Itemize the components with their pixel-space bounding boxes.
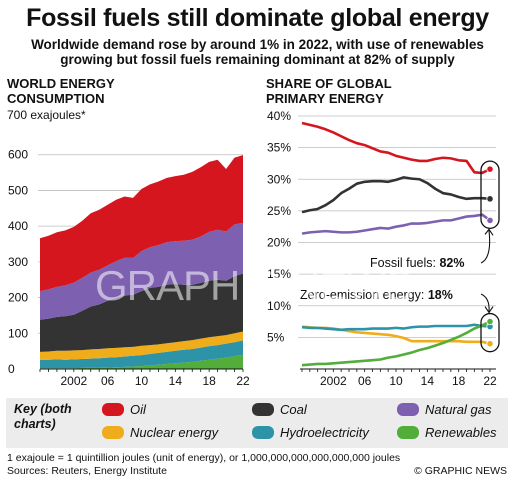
right-x-tick-label: 06 — [358, 374, 372, 388]
right-x-tick-label: 18 — [452, 374, 466, 388]
zero-emission-callout: Zero-emission energy: 18% — [300, 288, 453, 302]
right-y-tick-label: 15% — [267, 267, 291, 281]
consumption-title-line-1: WORLD ENERGY — [7, 76, 115, 91]
page-subtitle: Worldwide demand rose by around 1% in 20… — [0, 37, 515, 67]
fossil-callout-arrow — [480, 230, 491, 264]
footnote-block: 1 exajoule = 1 quintillion joules (unit … — [7, 452, 400, 478]
area-natural-gas — [40, 222, 243, 320]
right-x-tick-label: 10 — [389, 374, 403, 388]
key-label-coal: Coal — [280, 402, 307, 417]
consumption-title-line-2: CONSUMPTION — [7, 91, 105, 106]
endpoint-coal — [486, 195, 494, 203]
key-title-line-1: Key (both — [14, 402, 72, 416]
key-swatch-oil — [102, 403, 124, 416]
line-oil — [301, 121, 491, 175]
key-label-oil: Oil — [130, 402, 146, 417]
zero-emission-bracket — [480, 312, 500, 353]
right-x-tick-label: 2002 — [320, 374, 347, 388]
share-line-chart: 5% 10% 15% 20% 25% 30% 35% 40% 2002 06 10 14 18 22 Fos… — [267, 109, 500, 388]
endpoint-renewables — [486, 317, 494, 326]
endpoint-nuclear-energy — [486, 340, 494, 348]
consumption-chart-title: WORLD ENERGY CONSUMPTION — [7, 76, 115, 106]
left-y-tick-label: 600 — [8, 148, 28, 162]
right-y-tick-label: 35% — [267, 141, 291, 155]
page-title: Fossil fuels still dominate global energ… — [26, 4, 489, 32]
right-x-tick-label: 22 — [483, 374, 497, 388]
key-title-line-2: charts) — [14, 417, 56, 431]
footnote-text: 1 exajoule = 1 quintillion joules (unit … — [7, 452, 401, 464]
subtitle-line-2: growing but fossil fuels remaining domin… — [60, 52, 455, 67]
left-y-tick-label: 300 — [8, 255, 28, 269]
line-hydroelectricity — [301, 323, 491, 332]
key-label-hydro: Hydroelectricity — [280, 425, 369, 440]
fossil-fuels-callout: Fossil fuels: 82% — [370, 256, 465, 270]
key-label-gas: Natural gas — [425, 402, 492, 417]
left-y-tick-label: 400 — [8, 219, 28, 233]
right-y-tick-label: 5% — [267, 330, 285, 344]
endpoint-natural-gas — [486, 216, 494, 224]
area-oil — [40, 155, 243, 292]
left-y-tick-label: 100 — [8, 326, 28, 340]
area-renewables — [40, 354, 243, 369]
key-panel: Key (both charts) Oil Coal Natural gas N… — [6, 398, 508, 448]
zero-callout-arrow — [480, 293, 490, 312]
watermark-text: GRAPHIC NEWS — [95, 262, 413, 309]
left-y-tick-label: 200 — [8, 291, 28, 305]
left-x-tick-label: 22 — [236, 374, 250, 388]
key-swatch-coal — [252, 403, 274, 416]
left-x-tick-label: 14 — [169, 374, 183, 388]
right-y-tick-label: 10% — [267, 299, 291, 313]
zero-callout-prefix: Zero-emission energy: — [300, 288, 428, 302]
line-renewables — [301, 320, 491, 367]
left-x-tick-label: 18 — [202, 374, 216, 388]
endpoint-oil — [486, 165, 494, 173]
left-y-tick-label: 500 — [8, 183, 28, 197]
sources-text: Sources: Reuters, Energy Institute — [7, 465, 167, 477]
fossil-callout-arrowhead — [484, 228, 494, 236]
zero-callout-arrowhead — [484, 306, 494, 314]
zero-callout-value: 18% — [428, 288, 453, 302]
key-swatch-renewables — [397, 426, 419, 439]
key-title: Key (both charts) — [14, 402, 72, 432]
left-x-tick-label: 2002 — [60, 374, 87, 388]
key-label-renewables: Renewables — [425, 425, 497, 440]
line-coal — [301, 176, 491, 214]
right-x-tick-label: 14 — [421, 374, 435, 388]
right-y-tick-label: 30% — [267, 172, 291, 186]
area-nuclear-energy — [40, 331, 243, 360]
key-swatch-nuclear — [102, 426, 124, 439]
fossil-callout-value: 82% — [439, 256, 464, 270]
area-coal — [40, 273, 243, 352]
line-natural-gas — [301, 213, 491, 235]
left-x-tick-label: 06 — [101, 374, 115, 388]
consumption-area-chart: 0 100 200 300 400 500 600 2002 06 10 14 18 22 — [8, 148, 250, 388]
key-label-nuclear: Nuclear energy — [130, 425, 219, 440]
right-y-tick-label: 25% — [267, 204, 291, 218]
left-x-tick-label: 10 — [135, 374, 149, 388]
subtitle-line-1: Worldwide demand rose by around 1% in 20… — [31, 37, 484, 52]
fossil-bracket — [480, 160, 500, 230]
share-title-line-1: SHARE OF GLOBAL — [266, 76, 392, 91]
share-title-line-2: PRIMARY ENERGY — [266, 91, 384, 106]
right-y-tick-label: 20% — [267, 236, 291, 250]
left-y-tick-label: 0 — [8, 362, 15, 376]
fossil-callout-prefix: Fossil fuels: — [370, 256, 439, 270]
share-chart-title: SHARE OF GLOBAL PRIMARY ENERGY — [266, 76, 392, 106]
right-y-tick-label: 40% — [267, 109, 291, 123]
key-swatch-gas — [397, 403, 419, 416]
credit-text: © GRAPHIC NEWS — [414, 465, 507, 477]
area-hydroelectricity — [40, 340, 243, 369]
consumption-unit-label: 700 exajoules* — [7, 108, 86, 122]
key-swatch-hydro — [252, 426, 274, 439]
